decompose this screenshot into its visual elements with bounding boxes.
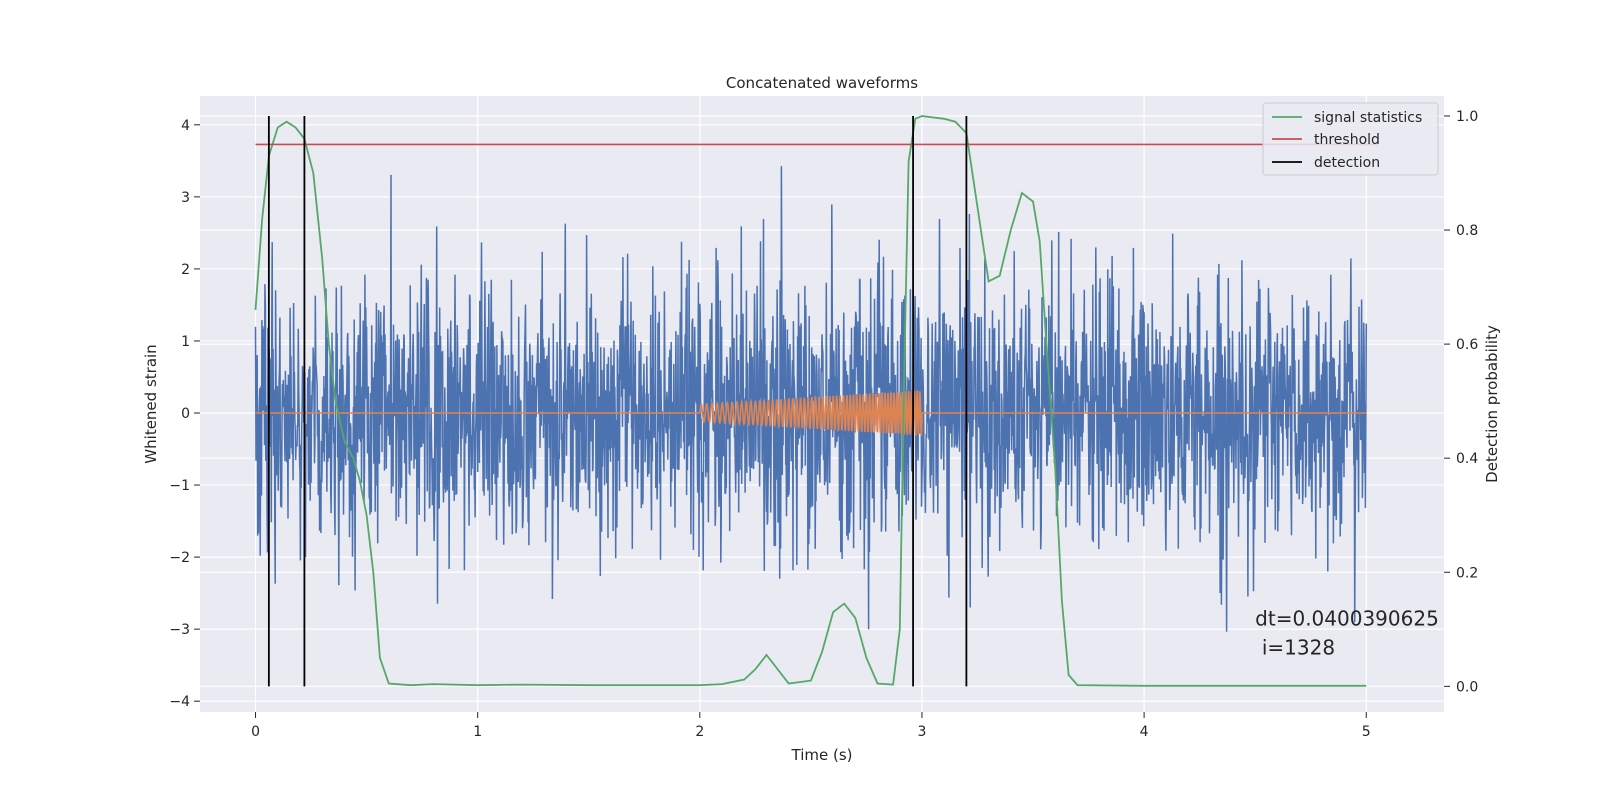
y-tick-label: 0 [181,406,190,422]
y-tick-label: −1 [169,478,190,494]
x-tick-label: 1 [473,724,482,740]
y-axis-label: Whitened strain [142,344,160,463]
x-tick-label: 5 [1362,724,1371,740]
legend: signal statistics threshold detection [1262,102,1439,176]
y-tick-label: −3 [169,622,190,638]
y2-tick-label: 0.8 [1456,223,1478,239]
legend-label-threshold: threshold [1314,132,1380,148]
x-tick-label: 0 [251,724,260,740]
x-tick-label: 2 [695,724,704,740]
annotation-text: dt=0.0400390625 [1255,607,1439,631]
y-tick-label: 2 [181,262,190,278]
x-tick-label: 4 [1140,724,1149,740]
y-tick-label: 4 [181,118,190,134]
y2-tick-label: 1.0 [1456,109,1478,125]
y-tick-label: 3 [181,190,190,206]
y2-tick-label: 0.4 [1456,451,1478,467]
legend-label-signal-statistics: signal statistics [1314,110,1422,126]
legend-label-detection: detection [1314,155,1380,171]
y-tick-label: −2 [169,550,190,566]
y-tick-label: −4 [169,694,190,710]
x-tick-label: 3 [918,724,927,740]
strain-series-line [254,166,1368,632]
injection-series-line [255,389,1367,436]
legend-box [1262,102,1439,176]
signal-statistics-line [254,115,1367,687]
y2-tick-label: 0.6 [1456,337,1478,353]
x-axis-label: Time (s) [791,746,853,764]
y2-tick-label: 0.2 [1456,565,1478,581]
y2-axis-label: Detection probability [1483,325,1501,483]
annotation-text: i=1328 [1262,635,1335,659]
y2-tick-label: 0.0 [1456,679,1478,695]
y-tick-label: 1 [181,334,190,350]
chart-title: Concatenated waveforms [726,74,918,92]
